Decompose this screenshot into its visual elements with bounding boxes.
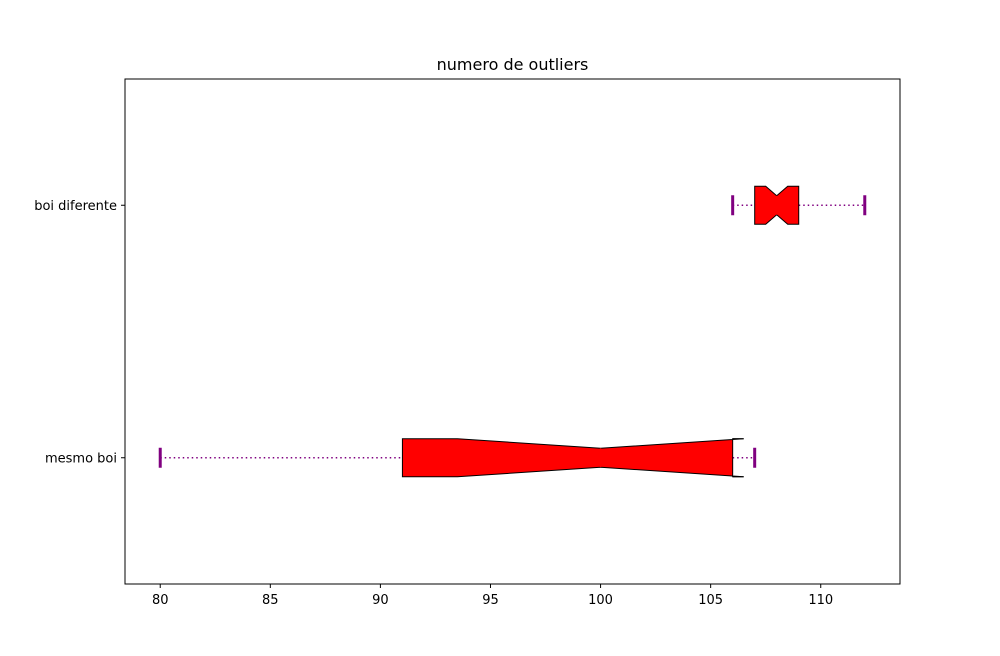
chart-title: numero de outliers — [437, 55, 589, 74]
x-tick-label-85: 85 — [262, 593, 279, 608]
x-tick-label-100: 100 — [588, 593, 613, 608]
x-axis: 80 85 90 95 100 105 110 — [152, 584, 833, 608]
boxes-layer — [158, 185, 867, 478]
y-axis: mesmo boi boi diferente — [34, 199, 125, 466]
x-tick-label-105: 105 — [698, 593, 723, 608]
box-2 — [731, 185, 867, 225]
plot-frame — [124, 78, 901, 585]
y-tick-label-2: boi diferente — [34, 199, 117, 214]
x-tick-label-110: 110 — [808, 593, 833, 608]
x-tick-label-90: 90 — [372, 593, 389, 608]
y-tick-label-1: mesmo boi — [45, 451, 117, 466]
box-body — [401, 438, 744, 478]
x-tick-label-80: 80 — [152, 593, 169, 608]
x-tick-label-95: 95 — [482, 593, 499, 608]
box-1 — [158, 438, 757, 478]
